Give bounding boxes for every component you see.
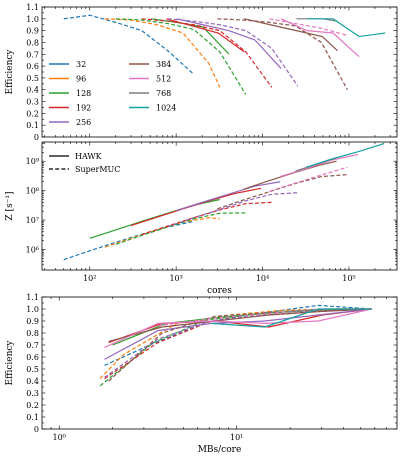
x-axis-label: cores [207,286,232,296]
x-tick-label: 10⁰ [53,433,66,442]
y-tick-label: 0.9 [26,317,39,326]
y-tick-label: 0.6 [26,62,39,71]
series-line-512-solid [280,18,360,58]
plot-frame [41,141,398,271]
y-tick-label: 0 [34,133,39,142]
legend-label-96: 96 [76,75,86,84]
y-tick-label: 0.1 [26,121,39,130]
series-line-96-dashed [99,308,372,380]
y-axis-label: Z [s⁻¹] [5,191,15,220]
y-tick-label: 1.1 [26,293,39,302]
series-line-192-dashed [104,308,372,380]
series-line-192-solid [166,18,245,53]
y-tick-label: 0.8 [26,38,39,47]
series-line-256-dashed [167,192,298,228]
legend-label-256: 256 [76,118,91,127]
y-axis-label: Efficiency [5,49,15,95]
series-group [63,142,385,261]
series-line-512-solid [104,308,372,348]
y-tick-label: 0.8 [26,329,39,338]
series-line-128-dashed [99,308,368,387]
legend-label-512: 512 [156,75,171,84]
panel-1: 0 0.1 0.2 0.3 0.4 0.5 0.6 0.7 0.8 0.9 1.0 1.1 Effici… [5,3,398,142]
series-line-512-dashed [269,18,348,36]
series-line-32-dashed [63,14,195,75]
y-tick-label: 10⁷ [26,216,39,225]
series-group [63,14,386,95]
y-tick-label: 0.7 [26,50,39,59]
y-tick-label: 1.0 [26,15,39,24]
legend: 32 96 128 192 256 384 512 768 1024 [49,60,176,127]
y-tick-label: 0.3 [26,98,39,107]
y-tick-label: 10⁸ [26,187,39,196]
y-tick-label: 0.2 [26,401,39,410]
series-line-512-dashed [157,308,372,327]
series-line-1024-solid [307,18,386,38]
series-line-1024-solid [306,142,385,168]
x-tick-label: 10⁵ [342,274,355,283]
series-line-256-dashed [167,18,299,87]
series-line-384-solid [108,308,372,342]
x-tick-label: 10⁴ [256,274,269,283]
y-tick-label: 0.6 [26,353,39,362]
x-tick-label: 10³ [169,274,182,283]
y-tick-label: 0.5 [26,74,39,83]
y-tick-label: 10⁶ [26,245,39,254]
legend-label-128: 128 [76,89,91,98]
series-line-256-solid [175,181,281,212]
series-line-384-dashed [108,308,372,382]
series-line-256-solid [176,18,282,69]
legend-label-HAWK: HAWK [75,152,103,161]
legend: HAWK SuperMUC [49,152,120,174]
legend-label-SuperMUC: SuperMUC [75,165,120,174]
legend-label-1024: 1024 [156,104,176,113]
series-line-384-solid [244,18,338,52]
series-line-512-dashed [269,166,348,192]
x-tick-label: 10² [83,274,96,283]
y-tick-label: 1.1 [26,3,39,12]
y-tick-label: 0.7 [26,341,39,350]
x-tick-label: 10¹ [230,433,243,442]
y-tick-label: 0.9 [26,27,39,36]
y-tick-label: 10⁹ [26,157,40,166]
legend-label-192: 192 [76,104,91,113]
y-axis-label: Efficiency [5,340,15,386]
series-line-128-dashed [115,212,246,245]
legend-label-768: 768 [156,89,171,98]
y-tick-label: 0.1 [26,413,39,422]
series-line-256-dashed [104,308,372,378]
panel-3: 0 0.1 0.2 0.3 0.4 0.5 0.6 0.7 0.8 0.9 1.0 1.1 10⁰ 10¹… [5,293,398,455]
legend-label-32: 32 [76,60,86,69]
y-tick-label: 0.4 [26,86,39,95]
y-tick-label: 0.3 [26,389,39,398]
y-tick-label: 0.2 [26,109,39,118]
series-line-384-dashed [217,18,348,91]
series-line-192-dashed [141,18,273,88]
y-tick-label: 0 [34,425,39,434]
y-tick-label: 0.4 [26,377,39,386]
series-group [99,304,372,387]
y-tick-label: 1.0 [26,305,39,314]
series-line-512-solid [280,153,359,178]
x-axis-label: MBs/core [198,445,242,455]
panel-2: 10⁶ 10⁷ 10⁸ 10⁹ 10² 10³ 10⁴ 10⁵ Z [s⁻¹] cores HAWK… [5,141,398,296]
series-line-32-dashed [63,220,194,261]
y-tick-label: 0.5 [26,365,39,374]
series-line-1024-solid [211,308,372,328]
legend-label-384: 384 [156,60,171,69]
series-line-128-dashed [115,18,247,95]
series-line-96-dashed [104,18,221,88]
